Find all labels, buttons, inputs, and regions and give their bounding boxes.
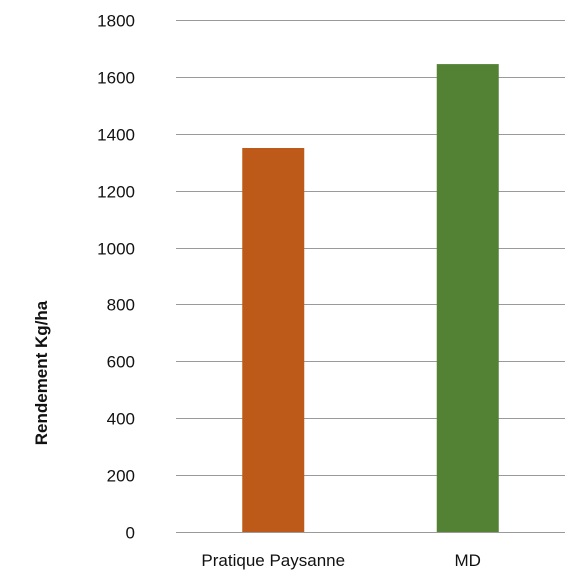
y-tick-label: 1000	[97, 240, 135, 259]
y-tick-label: 200	[107, 467, 135, 486]
y-axis-tick-labels: 0 200 400 600 800 1000 1200 1400 1600 1800	[97, 12, 135, 543]
y-tick-label: 800	[107, 296, 135, 315]
y-tick-label: 400	[107, 410, 135, 429]
gridlines	[176, 20, 565, 533]
x-category-label: MD	[455, 551, 481, 570]
bar-2	[436, 64, 499, 532]
x-axis-category-labels: Pratique Paysanne MD	[201, 551, 481, 570]
x-category-label: Pratique Paysanne	[201, 551, 345, 570]
y-tick-label: 1600	[97, 69, 135, 88]
bar-1	[242, 148, 305, 532]
y-axis-title: Rendement Kg/ha	[32, 300, 51, 445]
y-tick-label: 1800	[97, 12, 135, 31]
y-tick-label: 1200	[97, 183, 135, 202]
y-tick-label: 0	[126, 524, 135, 543]
y-tick-label: 600	[107, 353, 135, 372]
y-tick-label: 1400	[97, 126, 135, 145]
bars	[242, 64, 499, 532]
